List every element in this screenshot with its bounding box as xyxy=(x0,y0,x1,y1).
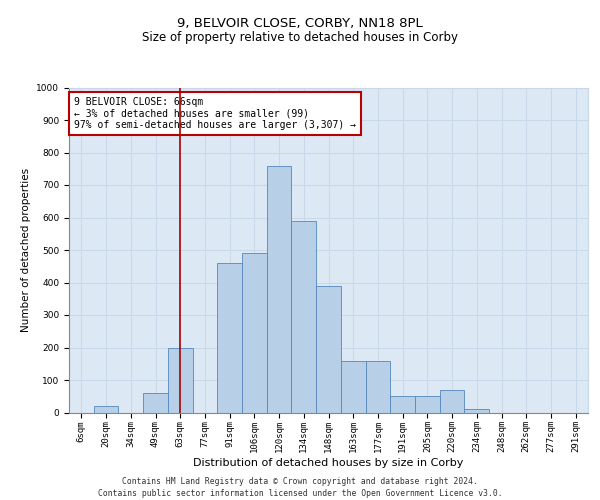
Bar xyxy=(365,360,390,412)
Bar xyxy=(242,253,267,412)
Y-axis label: Number of detached properties: Number of detached properties xyxy=(21,168,31,332)
Text: 9 BELVOIR CLOSE: 66sqm
← 3% of detached houses are smaller (99)
97% of semi-deta: 9 BELVOIR CLOSE: 66sqm ← 3% of detached … xyxy=(74,97,356,130)
Bar xyxy=(168,348,193,412)
Text: Size of property relative to detached houses in Corby: Size of property relative to detached ho… xyxy=(142,31,458,44)
Bar xyxy=(217,263,242,412)
Bar xyxy=(292,221,316,412)
Bar xyxy=(94,406,118,412)
Bar xyxy=(143,393,168,412)
X-axis label: Distribution of detached houses by size in Corby: Distribution of detached houses by size … xyxy=(193,458,464,468)
Bar xyxy=(415,396,440,412)
Bar xyxy=(267,166,292,412)
Bar xyxy=(341,360,365,412)
Bar xyxy=(390,396,415,412)
Text: Contains HM Land Registry data © Crown copyright and database right 2024.
Contai: Contains HM Land Registry data © Crown c… xyxy=(98,476,502,498)
Bar xyxy=(464,409,489,412)
Bar xyxy=(316,286,341,412)
Text: 9, BELVOIR CLOSE, CORBY, NN18 8PL: 9, BELVOIR CLOSE, CORBY, NN18 8PL xyxy=(177,18,423,30)
Bar xyxy=(440,390,464,412)
